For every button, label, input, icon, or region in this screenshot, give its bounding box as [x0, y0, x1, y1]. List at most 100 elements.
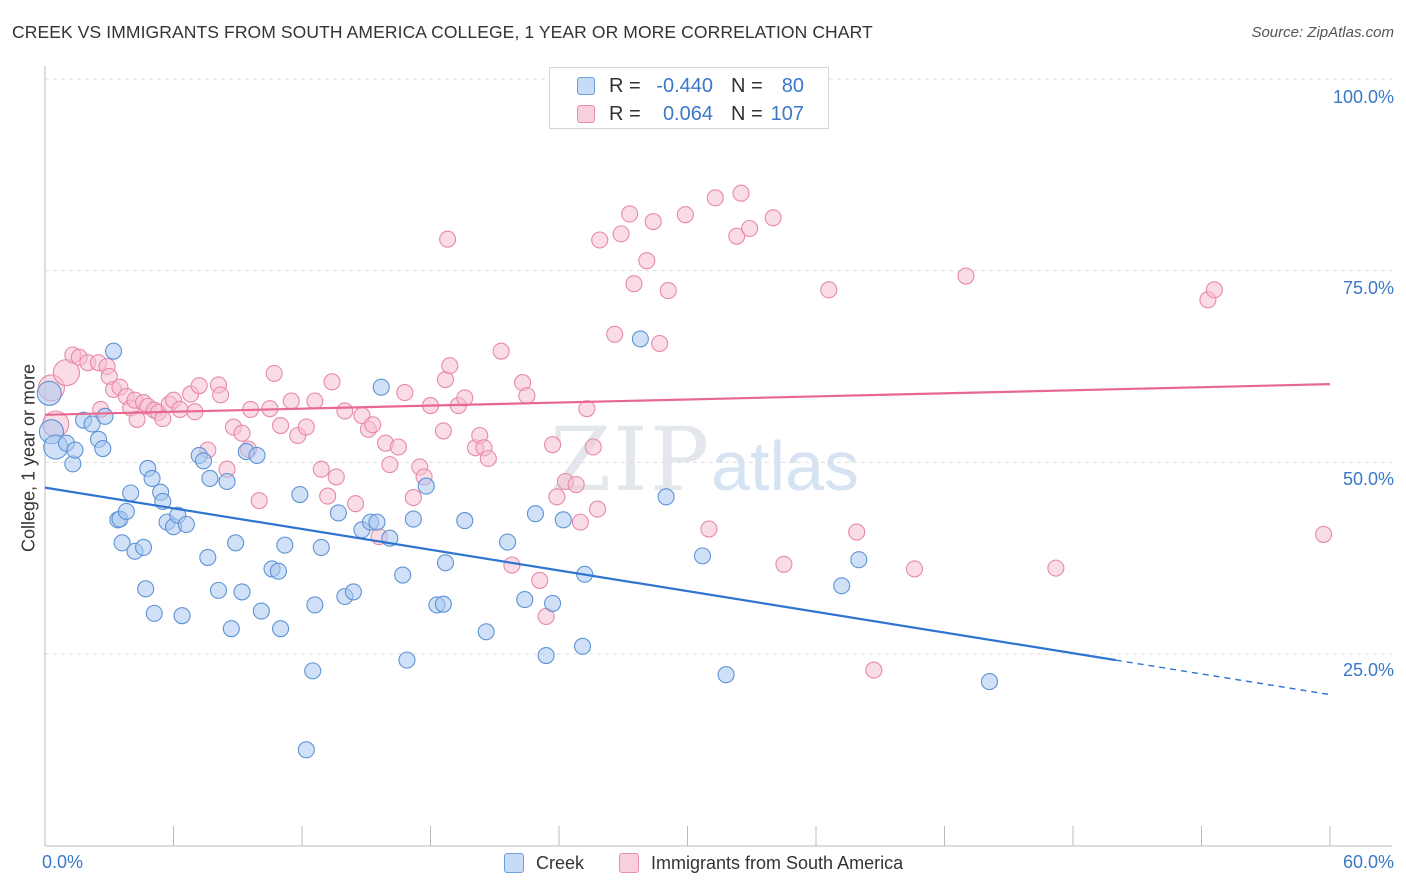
- immigrants-point: [865, 661, 883, 679]
- immigrants-point: [638, 252, 656, 270]
- creek-point: [297, 741, 315, 759]
- y-tick-label: 25.0%: [1342, 660, 1394, 680]
- immigrants-point: [567, 476, 585, 494]
- immigrants-point: [250, 492, 268, 510]
- immigrants-swatch: [577, 105, 595, 123]
- immigrants-point: [364, 416, 382, 434]
- grid-lines: [45, 78, 1392, 655]
- immigrants-point: [434, 422, 452, 440]
- n-value: 107: [770, 103, 804, 125]
- immigrants-point: [336, 402, 354, 420]
- immigrants-point: [732, 184, 750, 202]
- creek-point: [434, 595, 452, 613]
- immigrants-point: [1315, 525, 1333, 543]
- creek-point: [137, 580, 155, 598]
- creek-points: [36, 330, 999, 759]
- creek-point: [222, 620, 240, 638]
- creek-point: [516, 591, 534, 609]
- immigrants-point: [323, 373, 341, 391]
- immigrants-point: [764, 209, 782, 227]
- creek-point: [145, 604, 163, 622]
- creek-point: [276, 536, 294, 554]
- creek-point: [122, 484, 140, 502]
- y-tick-label: 50.0%: [1342, 469, 1394, 489]
- creek-point: [368, 513, 386, 531]
- immigrants-point: [651, 334, 669, 353]
- trend-lines: [44, 383, 1331, 696]
- immigrants-point: [381, 456, 399, 474]
- immigrants-point: [706, 189, 724, 207]
- immigrants-point: [676, 206, 694, 224]
- immigrants-point: [233, 424, 251, 442]
- watermark-zip: ZIP: [550, 408, 712, 511]
- r-label: R =: [609, 75, 641, 97]
- r-label: R =: [609, 103, 641, 125]
- immigrants-point: [190, 377, 208, 395]
- creek-point: [833, 577, 851, 595]
- immigrants-point: [728, 227, 746, 245]
- creek-point: [304, 662, 322, 680]
- creek-point: [344, 583, 362, 601]
- immigrants-point: [1205, 281, 1223, 299]
- creek-point: [269, 562, 287, 580]
- creek-point: [372, 378, 390, 396]
- immigrants-point: [544, 436, 562, 454]
- immigrants-point: [297, 418, 315, 436]
- creek-point: [96, 407, 114, 425]
- immigrants-point: [848, 523, 866, 541]
- creek-point: [104, 342, 123, 360]
- y-tick-label: 100.0%: [1332, 87, 1394, 107]
- chart-title: CREEK VS IMMIGRANTS FROM SOUTH AMERICA C…: [12, 22, 873, 42]
- creek-point: [404, 510, 422, 528]
- creek-point: [477, 623, 495, 641]
- stats-box: R = -0.440 N = 80 R = 0.064 N = 107: [549, 67, 829, 129]
- creek-point: [436, 554, 455, 572]
- n-label: N =: [731, 103, 763, 125]
- immigrants-point: [659, 282, 677, 300]
- creek-point: [456, 512, 474, 530]
- creek-point: [252, 602, 270, 620]
- creek-point: [177, 515, 195, 533]
- immigrants-point: [265, 364, 283, 382]
- immigrants-point: [479, 449, 497, 468]
- immigrants-point: [531, 571, 549, 589]
- immigrants-point: [644, 213, 662, 231]
- creek-point: [329, 504, 347, 522]
- creek-point: [717, 666, 735, 684]
- creek-point: [537, 646, 555, 665]
- immigrants-point: [282, 392, 300, 410]
- immigrants-point: [396, 384, 414, 402]
- immigrants-point: [312, 460, 330, 478]
- creek-point: [574, 637, 592, 655]
- r-value: -0.440: [656, 75, 713, 97]
- immigrants-point: [584, 438, 602, 456]
- immigrants-point: [820, 281, 838, 299]
- creek-point: [173, 607, 191, 625]
- creek-point: [526, 505, 544, 523]
- immigrants-point: [588, 500, 607, 518]
- creek-point: [66, 441, 84, 459]
- legend-label: Immigrants from South America: [651, 853, 904, 873]
- immigrants-points: [37, 184, 1333, 679]
- creek-trend-extension: [1115, 659, 1331, 696]
- immigrants-point: [905, 560, 924, 578]
- immigrants-point: [128, 410, 146, 428]
- x-tick-label-min: 0.0%: [42, 852, 84, 872]
- creek-point: [227, 534, 245, 552]
- immigrants-point: [578, 400, 596, 418]
- immigrants-point: [212, 386, 230, 404]
- immigrants-point: [306, 392, 324, 410]
- immigrants-point: [456, 389, 474, 407]
- immigrants-point: [548, 488, 566, 506]
- immigrants-point: [612, 225, 630, 243]
- stats-row-immigrants: R = 0.064 N = 107: [550, 100, 828, 128]
- creek-point: [499, 533, 517, 551]
- creek-legend-swatch: [504, 853, 524, 873]
- creek-point: [199, 548, 217, 566]
- creek-point: [657, 488, 675, 506]
- x-tick-label-max: 60.0%: [1342, 852, 1394, 872]
- immigrants-point: [625, 275, 643, 293]
- creek-point: [117, 502, 135, 520]
- creek-point: [394, 566, 412, 584]
- immigrants-point: [775, 555, 793, 573]
